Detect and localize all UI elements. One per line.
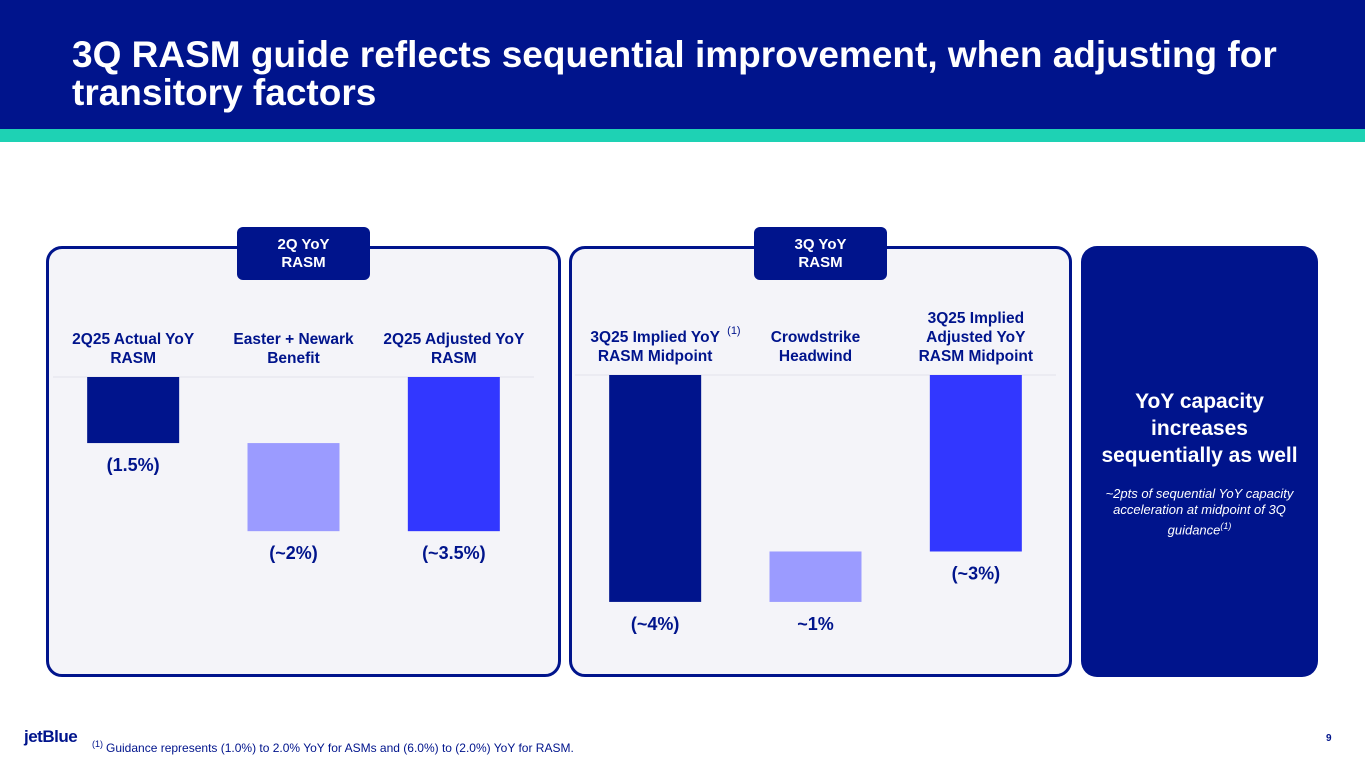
category-label-2: Easter + Newark Benefit <box>233 331 354 367</box>
bar-2 <box>247 443 340 532</box>
footnote: (1) Guidance represents (1.0%) to 2.0% Yo… <box>92 739 574 755</box>
header-bar <box>0 0 1365 129</box>
category-label-2: Crowdstrike Headwind <box>771 329 861 365</box>
callout-body-text: ~2pts of sequential YoY capacity acceler… <box>1105 486 1294 538</box>
data-label-3: (~3.5%) <box>422 543 486 563</box>
chart-2q-rasm-waterfall: (1.5%) 2Q25 Actual YoY RASM (~2%) Easter + N… <box>53 331 534 563</box>
data-label-3: (~3%) <box>952 563 1001 583</box>
category-label-3: 3Q25 Implied Adjusted YoY RASM Midpoint <box>919 310 1034 365</box>
callout-body: ~2pts of sequential YoY capacity acceler… <box>1091 486 1308 538</box>
category-label-3: 2Q25 Adjusted YoY RASM <box>383 331 525 367</box>
data-label-1: (1.5%) <box>107 455 160 475</box>
category-label-1: 3Q25 Implied YoY RASM Midpoint <box>590 329 720 365</box>
bar-2 <box>769 551 862 602</box>
bar-1 <box>87 377 180 444</box>
page-number: 9 <box>1326 733 1332 744</box>
bar-3 <box>407 377 500 532</box>
category-label-1: 2Q25 Actual YoY RASM <box>72 331 195 367</box>
slide-title: 3Q RASM guide reflects sequential improv… <box>72 34 1277 113</box>
capacity-callout-card: YoY capacity increases sequentially as w… <box>1081 246 1318 677</box>
bar-1 <box>609 375 702 602</box>
bar-3 <box>929 375 1022 552</box>
data-label-2: (~2%) <box>269 543 318 563</box>
tab-3q-yoy-rasm: 3Q YoY RASM <box>754 227 887 280</box>
data-label-2: ~1% <box>797 614 834 634</box>
callout-title: YoY capacity increases sequentially as w… <box>1101 390 1298 467</box>
tab-2q-yoy-rasm: 2Q YoY RASM <box>237 227 370 280</box>
callout-superscript: (1) <box>1220 521 1232 531</box>
data-label-1: (~4%) <box>631 614 680 634</box>
category-superscript-1: (1) <box>727 325 740 337</box>
footnote-text: Guidance represents (1.0%) to 2.0% YoY f… <box>106 741 574 755</box>
footnote-marker: (1) <box>92 739 103 749</box>
jetblue-logo: jetBlue <box>24 727 78 746</box>
chart-3q-rasm-waterfall: (~4%) 3Q25 Implied YoY RASM Midpoint (1) ~1%… <box>575 310 1056 634</box>
header-accent-stripe <box>0 129 1365 142</box>
